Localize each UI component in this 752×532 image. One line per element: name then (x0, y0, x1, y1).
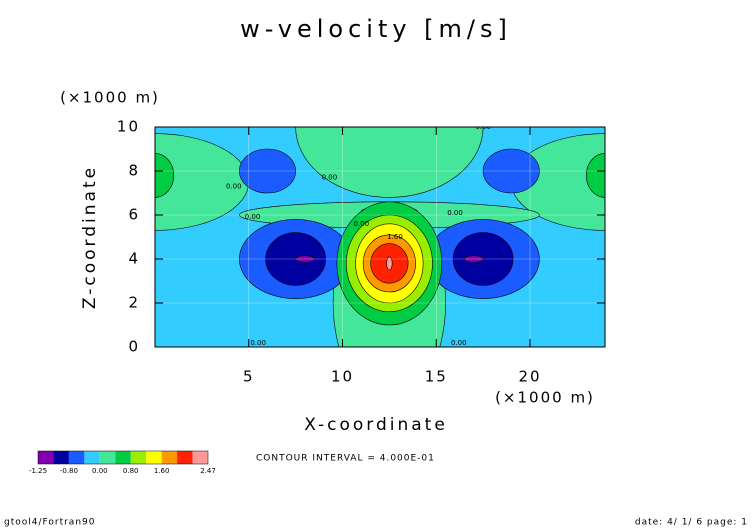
y-tick-label: 0 (128, 338, 140, 356)
contour-label: 0.00 (475, 123, 491, 131)
footer-right: date: 4/ 1/ 6 page: 1 (635, 518, 748, 528)
colorbar-box (146, 451, 162, 464)
colorbar-box (53, 451, 69, 464)
x-tick-label: 5 (243, 368, 255, 386)
x-tick-label: 10 (331, 368, 354, 386)
contour-label: 0.00 (451, 339, 467, 347)
y-axis-label: Z-coordinate (80, 165, 100, 309)
contour-label: 1.60 (387, 233, 403, 241)
y-tick-label: 10 (117, 118, 140, 136)
colorbar-tick-label: 0.80 (123, 467, 139, 475)
contour-label: 0.00 (226, 182, 242, 190)
y-tick-label: 4 (128, 250, 140, 268)
colorbar-tick-label: 2.47 (200, 467, 216, 475)
colorbar-box (38, 451, 54, 464)
contour-label: 0.00 (353, 220, 369, 228)
x-tick-label: 20 (518, 368, 541, 386)
y-tick-label: 6 (128, 206, 140, 224)
contour-region (386, 256, 393, 271)
contour-region (155, 153, 175, 198)
colorbar-box (161, 451, 178, 464)
colorbar-box (99, 451, 116, 464)
y-unit: (×1000 m) (60, 89, 160, 107)
colorbar-box (130, 451, 147, 464)
colorbar-box (115, 451, 131, 464)
colorbar-tick-label: 0.00 (92, 467, 108, 475)
colorbar-box (68, 451, 85, 464)
plot-area: 0.00 0.00 0.00 0.00 0.00 0.00 1.60 0.00 0.00 (155, 123, 605, 347)
y-tick-label: 2 (128, 294, 140, 312)
x-unit: (×1000 m) (495, 389, 595, 407)
footer-left: gtool4/Fortran90 (4, 518, 95, 528)
colorbar-box (192, 451, 208, 464)
chart-title: w-velocity [m/s] (240, 15, 512, 43)
contour-label: 0.00 (245, 213, 261, 221)
colorbar-box (177, 451, 193, 464)
contour-label: 0.00 (250, 339, 266, 347)
contour-interval-note: CONTOUR INTERVAL = 4.000E-01 (256, 454, 435, 464)
colorbar-tick-label: 1.60 (154, 467, 170, 475)
colorbar-box (84, 451, 100, 464)
x-tick-label: 15 (425, 368, 448, 386)
y-tick-label: 8 (128, 162, 140, 180)
contour-label: 0.00 (447, 209, 463, 217)
plot-frame (154, 126, 606, 348)
contour-label: 0.00 (322, 174, 338, 182)
contour-region (585, 153, 605, 198)
colorbar-frame (37, 450, 209, 465)
x-axis-label: X-coordinate (304, 415, 448, 435)
colorbar-tick-label: -0.80 (60, 467, 78, 475)
colorbar-tick-label: -1.25 (29, 467, 47, 475)
